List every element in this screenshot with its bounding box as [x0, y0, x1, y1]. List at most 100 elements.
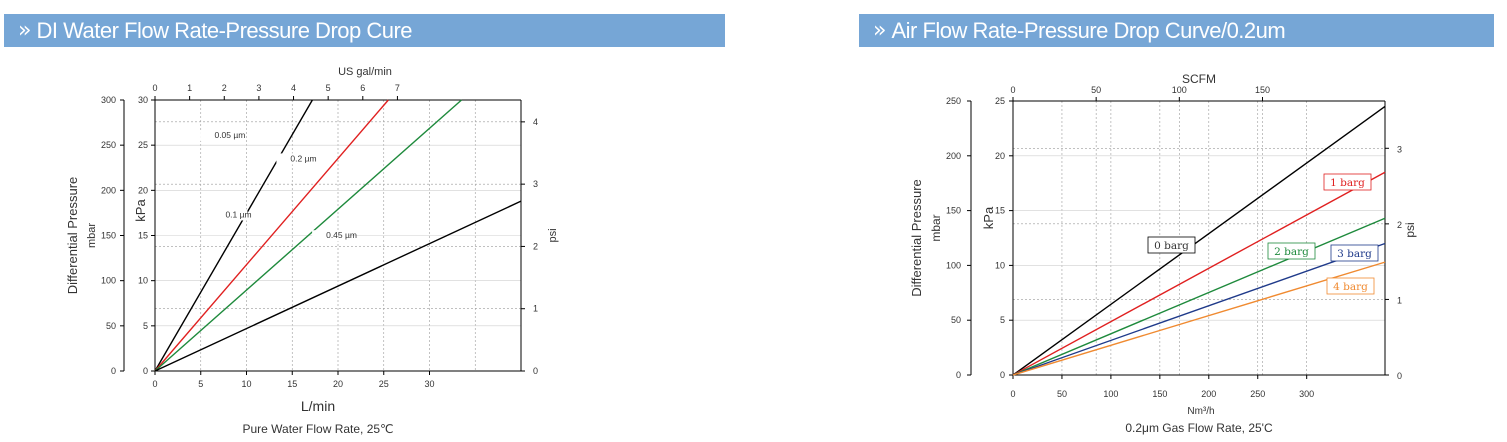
- water-chart-banner: » DI Water Flow Rate-Pressure Drop Cure: [4, 14, 725, 47]
- x-axis-sublabel: 0.2μm Gas Flow Rate, 25'C: [1125, 421, 1273, 435]
- y-mbar-tick-label: 0: [956, 370, 961, 380]
- x2-tick-label: 100: [1172, 85, 1187, 95]
- series-label-bg: [312, 230, 349, 242]
- y-mbar-tick-label: 50: [106, 321, 116, 331]
- series-label-box: [1147, 236, 1196, 254]
- x2-tick-label: 6: [360, 83, 365, 93]
- series-label: 3 barg: [1337, 248, 1372, 260]
- series-line-3: [1012, 242, 1386, 376]
- series-line-0: [1012, 105, 1386, 376]
- y-mbar-tick-label: 250: [946, 96, 961, 106]
- series-line-1: [154, 99, 389, 372]
- y-mbar-label: mbar: [929, 214, 943, 241]
- y-kpa-tick-label: 20: [138, 185, 148, 195]
- y-mbar-label: mbar: [86, 223, 98, 248]
- y-mbar-tick-label: 150: [101, 231, 116, 241]
- x2-tick-label: 50: [1091, 85, 1101, 95]
- y-mbar-tick-label: 0: [111, 366, 116, 376]
- series-label: 2 barg: [1274, 246, 1309, 258]
- x2-tick-label: 4: [291, 83, 296, 93]
- x-tick-label: 0: [152, 379, 157, 389]
- series-label: 0.2 µm: [290, 153, 316, 163]
- y-psi-tick-label: 3: [533, 179, 538, 189]
- series-label-box: [1267, 242, 1316, 260]
- series-line-1: [1012, 171, 1386, 376]
- x2-tick-label: 5: [326, 83, 331, 93]
- y-kpa-tick-label: 0: [143, 366, 148, 376]
- y-mbar-tick-label: 200: [946, 151, 961, 161]
- x2-axis-label: SCFM: [1182, 72, 1216, 86]
- water-chart-title: DI Water Flow Rate-Pressure Drop Cure: [36, 17, 413, 43]
- series-label-box: [1326, 277, 1375, 295]
- x-tick-label: 50: [1057, 389, 1067, 399]
- series-line-2: [1012, 217, 1386, 376]
- series-label: 0.1 µm: [225, 209, 251, 219]
- y-psi-label: psi: [1403, 222, 1417, 237]
- y-kpa-label: kPa: [133, 199, 148, 222]
- y-psi-tick-label: 0: [1397, 371, 1402, 381]
- y-kpa-tick-label: 0: [1000, 370, 1005, 380]
- y-psi-tick-label: 3: [1397, 144, 1402, 154]
- x2-tick-label: 2: [222, 83, 227, 93]
- series-label-box: [1323, 173, 1372, 191]
- y-psi-label: psi: [547, 228, 559, 242]
- y-kpa-tick-label: 5: [1000, 315, 1005, 325]
- x-tick-label: 0: [1010, 389, 1015, 399]
- y-kpa-label: kPa: [981, 206, 996, 229]
- x-tick-label: 20: [333, 379, 343, 389]
- series-label-bg: [276, 153, 313, 165]
- y-mbar-tick-label: 100: [101, 276, 116, 286]
- y-mbar-tick-label: 100: [946, 260, 961, 270]
- series-label: 1 barg: [1330, 177, 1365, 189]
- series-line-3: [154, 200, 522, 372]
- x-axis-label: Nm³/h: [1187, 406, 1214, 417]
- y-kpa-tick-label: 5: [143, 321, 148, 331]
- y-mbar-tick-label: 250: [101, 140, 116, 150]
- x-tick-label: 100: [1103, 389, 1118, 399]
- x-axis-label: L/min: [301, 398, 335, 414]
- x-axis-sublabel: Pure Water Flow Rate, 25℃: [242, 422, 393, 436]
- series-line-4: [1012, 261, 1386, 376]
- y-kpa-tick-label: 15: [995, 206, 1005, 216]
- y-kpa-tick-label: 20: [995, 151, 1005, 161]
- x-tick-label: 15: [287, 379, 297, 389]
- x2-tick-label: 0: [1010, 85, 1015, 95]
- y-kpa-tick-label: 30: [138, 95, 148, 105]
- y-kpa-tick-label: 15: [138, 231, 148, 241]
- air-chart-title: Air Flow Rate-Pressure Drop Curve/0.2um: [891, 17, 1286, 43]
- y-mbar-tick-label: 300: [101, 95, 116, 105]
- y-kpa-tick-label: 25: [995, 96, 1005, 106]
- x-tick-label: 200: [1201, 389, 1216, 399]
- series-line-0: [154, 99, 313, 372]
- double-chevron-right-icon: »: [873, 18, 887, 43]
- series-label: 0.05 µm: [214, 130, 245, 140]
- y-kpa-tick-label: 25: [138, 140, 148, 150]
- y-psi-tick-label: 0: [533, 366, 538, 376]
- series-label: 0.45 µm: [326, 230, 357, 240]
- double-chevron-right-icon: »: [18, 18, 32, 43]
- y-psi-tick-label: 2: [533, 241, 538, 251]
- series-label: 4 barg: [1333, 281, 1368, 293]
- series-label-bg: [211, 209, 248, 221]
- y-psi-tick-label: 4: [533, 117, 538, 127]
- y-kpa-tick-label: 10: [138, 276, 148, 286]
- x-tick-label: 300: [1299, 389, 1314, 399]
- x-tick-label: 10: [241, 379, 251, 389]
- x2-tick-label: 1: [187, 83, 192, 93]
- series-label-box: [1330, 244, 1379, 262]
- series-label-bg: [200, 129, 237, 141]
- x2-axis-label: US gal/min: [338, 66, 392, 78]
- y-psi-tick-label: 2: [1397, 220, 1402, 230]
- air-chart-banner: » Air Flow Rate-Pressure Drop Curve/0.2u…: [859, 14, 1494, 47]
- y-axis-label: Differential Pressure: [65, 177, 80, 295]
- y-psi-tick-label: 1: [1397, 295, 1402, 305]
- y-psi-tick-label: 1: [533, 304, 538, 314]
- y-axis-label: Differential Pressure: [909, 179, 924, 297]
- series-label: 0 barg: [1154, 240, 1189, 252]
- x2-tick-label: 3: [256, 83, 261, 93]
- series-line-2: [154, 99, 462, 372]
- x-tick-label: 25: [379, 379, 389, 389]
- x-tick-label: 30: [424, 379, 434, 389]
